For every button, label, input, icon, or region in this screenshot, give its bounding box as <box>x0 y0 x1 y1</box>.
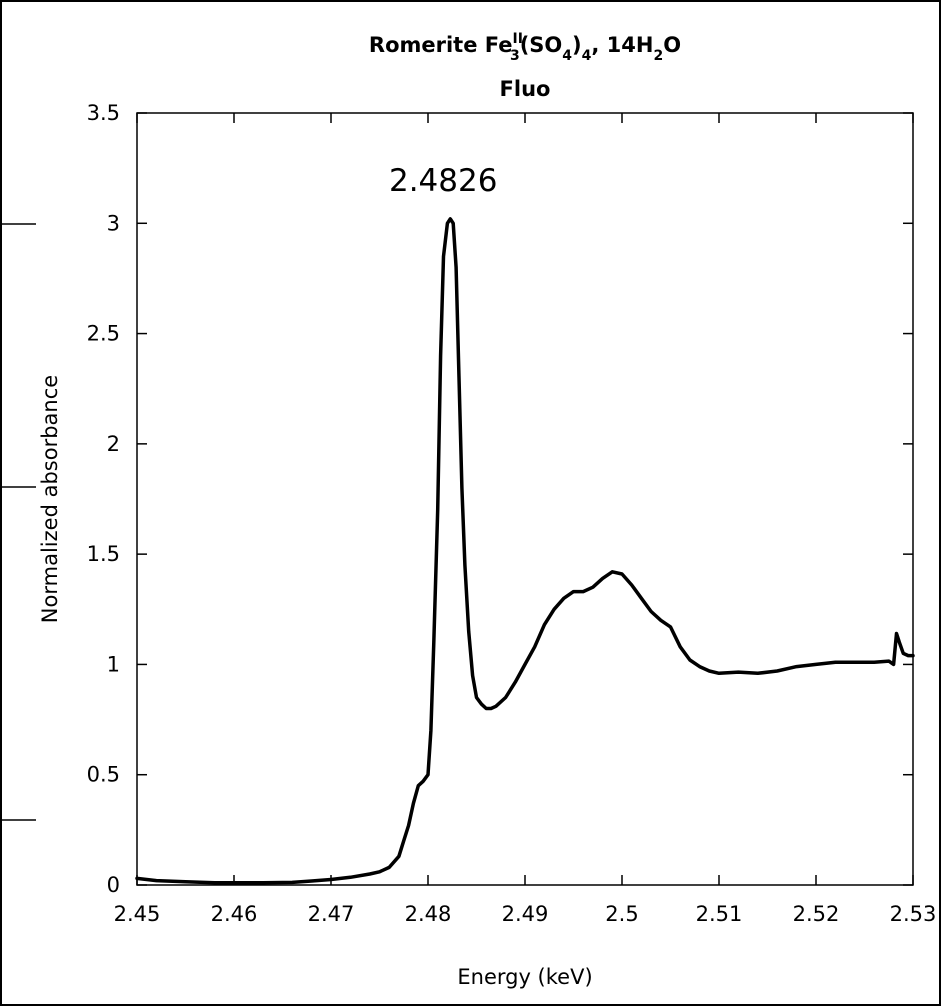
x-tick-label: 2.48 <box>405 902 452 926</box>
y-tick-label: 2.5 <box>87 322 120 346</box>
x-tick-label: 2.49 <box>502 902 549 926</box>
plot-area <box>136 112 914 886</box>
series-line <box>135 217 915 885</box>
chart-subtitle: Fluo <box>500 77 551 101</box>
y-tick-label: 3.5 <box>87 101 120 125</box>
x-axis-tick-labels: 2.45 2.46 2.47 2.48 2.49 2.5 2.51 2.52 2.53 <box>114 902 937 926</box>
axis-ticks <box>136 112 914 886</box>
x-tick-label: 2.5 <box>605 902 638 926</box>
y-tick-label: 1 <box>107 652 120 676</box>
chart-title: Romerite FeII 3(SO4)4, 14H2O <box>369 31 681 64</box>
y-tick-label: 2 <box>107 432 120 456</box>
y-tick-label: 0.5 <box>87 763 120 787</box>
y-axis-tick-labels: 0 0.5 1 1.5 2 2.5 3 3.5 <box>87 101 120 897</box>
y-tick-label: 0 <box>107 873 120 897</box>
x-tick-label: 2.52 <box>793 902 840 926</box>
x-tick-label: 2.46 <box>211 902 258 926</box>
x-tick-label: 2.51 <box>696 902 743 926</box>
peak-annotation: 2.4826 <box>389 163 497 199</box>
y-tick-label: 1.5 <box>87 542 120 566</box>
x-tick-label: 2.45 <box>114 902 161 926</box>
x-tick-label: 2.53 <box>890 902 937 926</box>
y-tick-label: 3 <box>107 211 120 235</box>
y-axis-title: Normalized absorbance <box>38 375 62 623</box>
x-axis-title: Energy (keV) <box>457 965 592 989</box>
x-tick-label: 2.47 <box>308 902 355 926</box>
